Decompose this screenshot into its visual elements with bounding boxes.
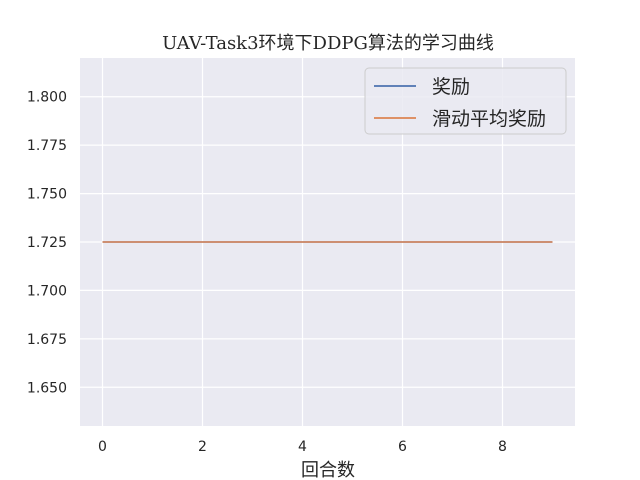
y-tick-label: 1.675 xyxy=(27,332,67,348)
y-tick-label: 1.650 xyxy=(27,380,67,396)
x-tick-label: 8 xyxy=(498,439,507,455)
y-tick-label: 1.775 xyxy=(27,138,67,154)
legend-label-0: 奖励 xyxy=(432,76,470,98)
x-tick-label: 4 xyxy=(298,439,307,455)
y-tick-label: 1.725 xyxy=(27,235,67,251)
chart-title: UAV-Task3环境下DDPG算法的学习曲线 xyxy=(162,33,494,54)
x-tick-label: 2 xyxy=(198,439,207,455)
legend-label-1: 滑动平均奖励 xyxy=(432,108,546,130)
y-tick-label: 1.700 xyxy=(27,283,67,299)
tick-labels: 0 2 4 6 8 1.650 1.675 1.700 1.725 1.750 1.775 1.800 xyxy=(27,90,507,455)
y-tick-label: 1.750 xyxy=(27,187,67,203)
x-tick-label: 0 xyxy=(98,439,107,455)
y-tick-label: 1.800 xyxy=(27,90,67,106)
x-axis-label: 回合数 xyxy=(301,460,355,480)
x-tick-label: 6 xyxy=(398,439,407,455)
